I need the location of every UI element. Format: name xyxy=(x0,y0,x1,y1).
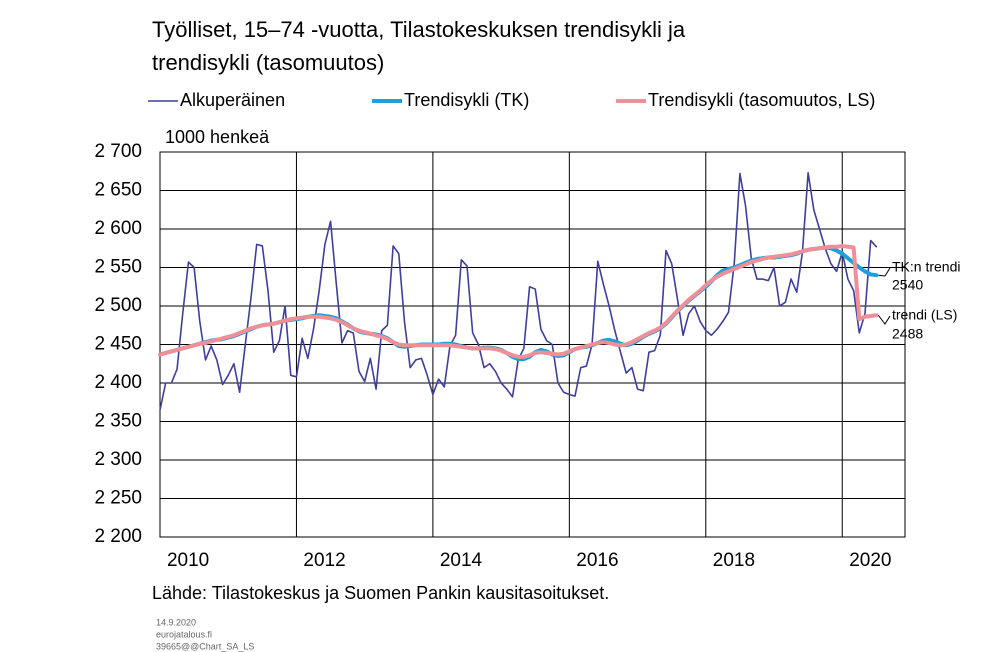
annotation-label: TK:n trendi xyxy=(892,259,960,275)
y-tick-label: 2 250 xyxy=(94,488,142,509)
series-line xyxy=(159,171,878,411)
y-tick-label: 2 200 xyxy=(94,526,142,547)
source: Lähde: Tilastokeskus ja Suomen Pankin ka… xyxy=(152,583,609,603)
chart-title: trendisykli (tasomuutos) xyxy=(152,50,384,75)
y-tick-label: 2 350 xyxy=(94,411,142,432)
series-line xyxy=(158,243,879,359)
y-tick-label: 2 700 xyxy=(94,141,142,162)
annotation-leader xyxy=(877,314,891,325)
footer: 14.9.2020 xyxy=(156,617,196,627)
x-tick-label: 2018 xyxy=(713,550,755,571)
footer: eurojatalous.fi xyxy=(156,629,212,639)
x-tick-label: 2012 xyxy=(303,550,345,571)
x-tick-label: 2016 xyxy=(576,550,618,571)
y-tick-label: 2 400 xyxy=(94,372,142,393)
x-tick-label: 2014 xyxy=(440,550,483,571)
legend-label: Trendisykli (tasomuutos, LS) xyxy=(648,90,875,110)
series-line xyxy=(158,245,879,362)
annotation-leader xyxy=(878,267,891,277)
footer: 39665@@Chart_SA_LS xyxy=(156,641,254,651)
annotation-value: 2540 xyxy=(892,277,923,293)
x-tick-label: 2010 xyxy=(167,550,209,571)
plot-frame xyxy=(159,151,906,538)
x-tick-label: 2020 xyxy=(849,550,891,571)
legend-label: Alkuperäinen xyxy=(180,90,285,110)
chart-title: Työlliset, 15–74 -vuotta, Tilastokeskuks… xyxy=(152,17,686,42)
annotation-value: 2488 xyxy=(892,326,923,342)
y-axis-label: 1000 henkeä xyxy=(165,127,270,147)
legend-label: Trendisykli (TK) xyxy=(404,90,529,110)
y-tick-label: 2 450 xyxy=(94,334,142,355)
y-tick-label: 2 500 xyxy=(94,295,142,316)
y-tick-label: 2 600 xyxy=(94,218,142,239)
y-tick-label: 2 650 xyxy=(94,180,142,201)
annotation-label: trendi (LS) xyxy=(892,307,957,323)
y-tick-label: 2 300 xyxy=(94,449,142,470)
y-tick-label: 2 550 xyxy=(94,257,142,278)
